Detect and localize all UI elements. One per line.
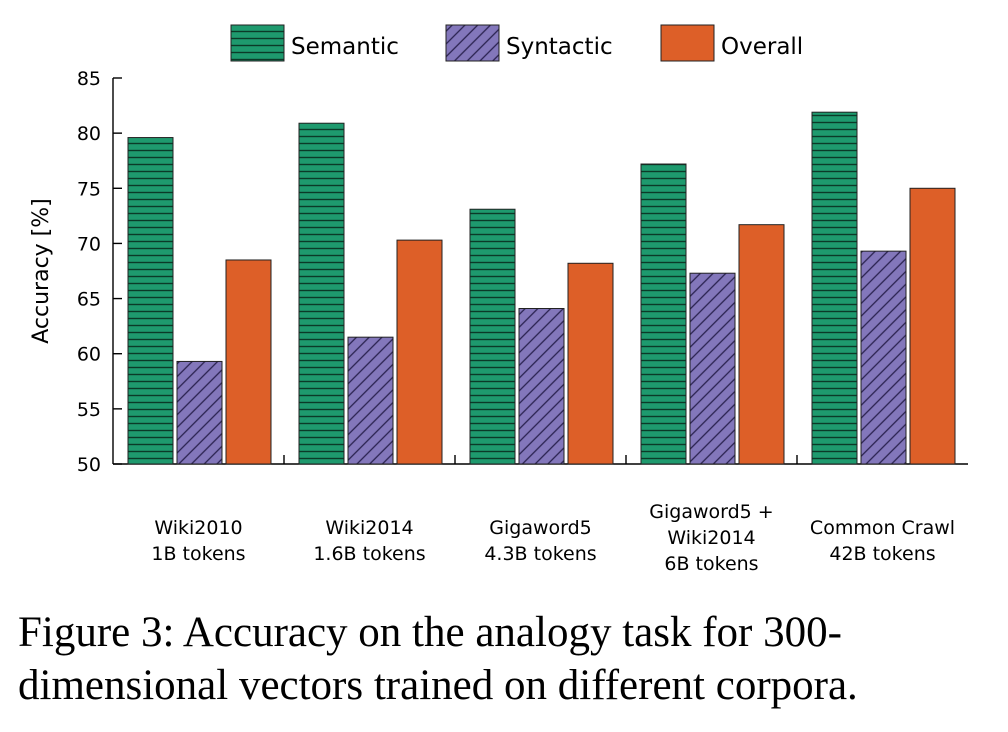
bar-semantic-4: [811, 111, 858, 465]
bar-semantic-0: [127, 137, 174, 465]
bar-overall-4: [909, 187, 956, 465]
legend-swatch-syntactic: [445, 24, 500, 62]
bars: [127, 111, 956, 465]
legend-swatch-semantic: [230, 24, 285, 62]
y-tick-label: 75: [77, 178, 101, 200]
legend-label-overall: Overall: [721, 34, 803, 60]
bar-overall-3: [738, 224, 785, 465]
category-label: 4.3B tokens: [484, 543, 596, 565]
category-labels: Wiki2010 1B tokens Wiki2014 1.6B tokens Giga…: [151, 501, 955, 575]
bar-semantic-1: [298, 122, 345, 465]
bar-semantic-2: [469, 208, 516, 465]
category-label: Gigaword5 +: [649, 501, 773, 523]
y-tick-label: 65: [77, 289, 101, 311]
legend-swatch-overall: [660, 24, 715, 62]
bar-chart: Semantic Syntactic Overall 50 55 60 65 70 75 80 8…: [29, 24, 968, 575]
bar-syntactic-0: [176, 360, 223, 465]
legend-label-syntactic: Syntactic: [506, 34, 613, 60]
bar-syntactic-3: [689, 272, 736, 465]
y-tick-label: 60: [77, 344, 101, 366]
y-tick-label: 80: [77, 123, 101, 145]
category-label: Gigaword5: [489, 517, 592, 539]
category-label: Wiki2010: [154, 517, 242, 539]
bar-overall-0: [225, 259, 272, 465]
category-label: Wiki2014: [667, 527, 755, 549]
figure-caption: Figure 3: Accuracy on the analogy task f…: [18, 609, 858, 709]
category-label: Wiki2014: [325, 517, 413, 539]
bar-syntactic-1: [347, 336, 394, 465]
category-label: 42B tokens: [829, 543, 935, 565]
bar-syntactic-2: [518, 307, 565, 465]
y-axis: 50 55 60 65 70 75 80 85 Accuracy [%]: [29, 68, 122, 476]
bar-syntactic-4: [860, 250, 907, 465]
category-label: 1B tokens: [151, 543, 245, 565]
bar-overall-2: [567, 262, 614, 465]
category-label: 6B tokens: [664, 553, 758, 575]
bar-semantic-3: [640, 163, 687, 465]
category-label: 1.6B tokens: [313, 543, 425, 565]
legend-label-semantic: Semantic: [291, 34, 399, 60]
y-tick-label: 70: [77, 233, 101, 255]
y-axis-label: Accuracy [%]: [29, 198, 54, 344]
legend: Semantic Syntactic Overall: [230, 24, 803, 62]
y-tick-label: 85: [77, 68, 101, 90]
category-label: Common Crawl: [810, 517, 955, 539]
y-tick-label: 50: [77, 454, 101, 476]
bar-overall-1: [396, 239, 443, 465]
y-tick-label: 55: [77, 399, 101, 421]
